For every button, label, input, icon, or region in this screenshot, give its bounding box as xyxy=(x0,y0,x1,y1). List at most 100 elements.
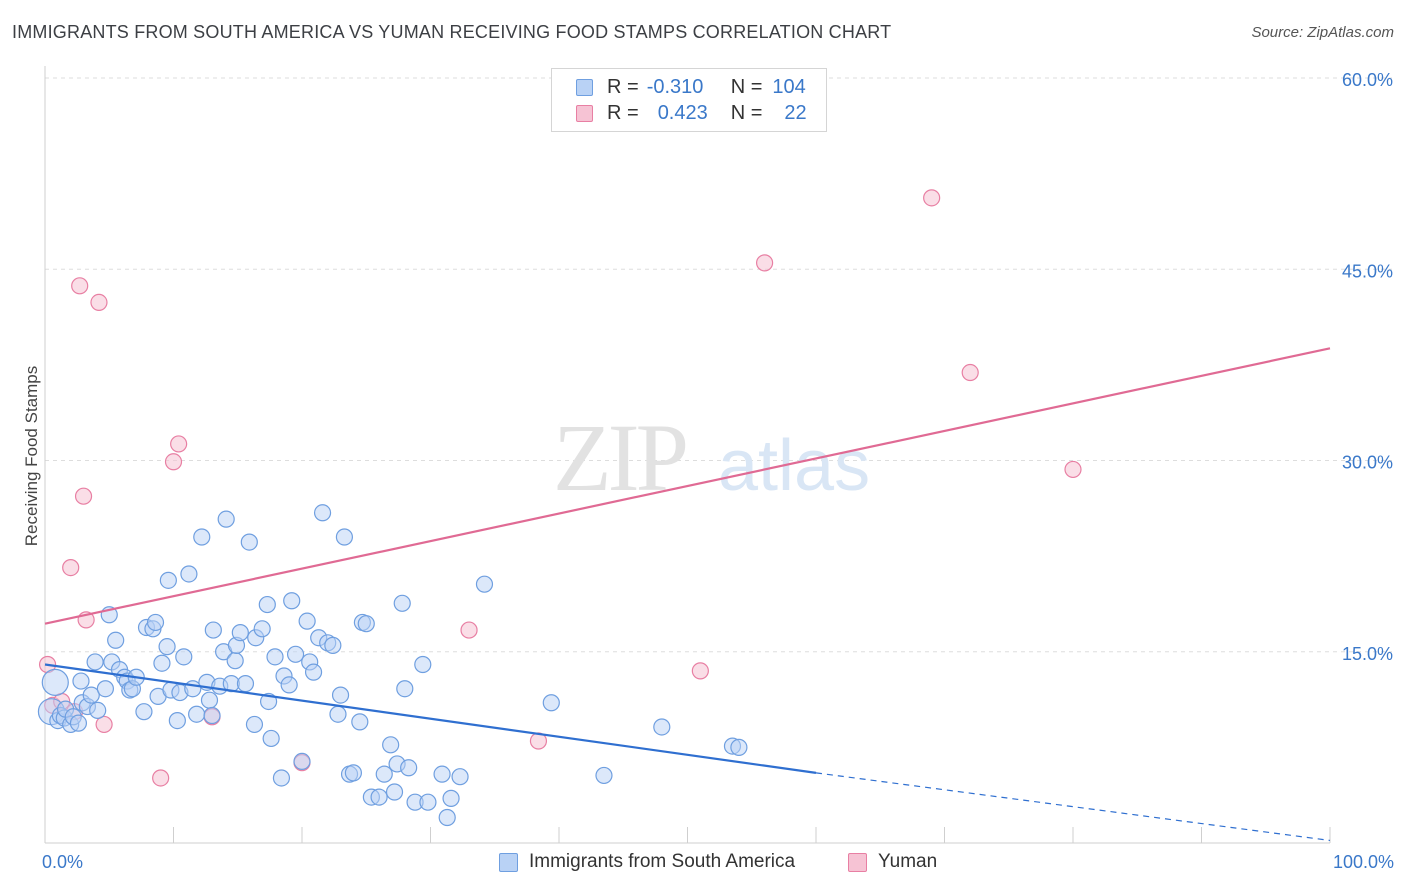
trend-line-south-america-extension xyxy=(815,772,1331,842)
data-point-yuman xyxy=(755,254,774,272)
data-point-south-america xyxy=(159,571,177,589)
data-point-south-america xyxy=(324,636,342,654)
south-america-points xyxy=(37,504,748,827)
data-point-yuman xyxy=(961,363,979,382)
data-point-south-america xyxy=(253,620,271,638)
data-point-south-america xyxy=(82,686,100,704)
data-point-south-america xyxy=(419,793,437,811)
data-point-south-america xyxy=(329,705,347,723)
legend-swatch-pink xyxy=(576,104,593,122)
data-point-south-america xyxy=(266,648,284,666)
series-legend-south-america: Immigrants from South America xyxy=(499,851,795,873)
trend-lines xyxy=(44,347,1331,842)
series-legend-label: Yuman xyxy=(878,851,938,872)
y-tick-label: 15.0% xyxy=(1342,644,1393,664)
data-point-south-america xyxy=(331,686,350,704)
series-swatch-blue xyxy=(499,852,518,872)
data-point-yuman xyxy=(170,435,188,453)
data-point-yuman xyxy=(74,487,93,505)
data-point-south-america xyxy=(89,701,107,720)
chart-title: IMMIGRANTS FROM SOUTH AMERICA VS YUMAN R… xyxy=(12,22,892,42)
data-point-south-america xyxy=(293,752,311,771)
data-point-yuman xyxy=(923,189,941,207)
data-point-south-america xyxy=(357,615,375,633)
data-point-yuman xyxy=(62,558,80,577)
data-point-yuman xyxy=(1064,460,1082,479)
data-point-yuman xyxy=(691,662,709,680)
series-legend: Immigrants from South America Yuman xyxy=(0,851,1406,877)
data-point-south-america xyxy=(158,638,176,656)
data-point-south-america xyxy=(146,613,165,632)
legend-r-value: 0.423 xyxy=(657,101,708,124)
data-point-south-america xyxy=(226,652,244,670)
data-point-south-america xyxy=(433,765,451,783)
data-point-south-america xyxy=(344,764,362,782)
legend-r-label: R = xyxy=(607,101,639,124)
legend-row-south-america: R = -0.310 N = 104 xyxy=(576,74,806,100)
data-point-south-america xyxy=(385,783,404,801)
data-point-south-america xyxy=(41,668,69,696)
data-point-south-america xyxy=(72,672,90,690)
data-point-yuman xyxy=(152,769,170,787)
legend-r-value: -0.310 xyxy=(646,75,704,98)
data-point-south-america xyxy=(442,789,460,807)
data-point-south-america xyxy=(272,769,291,787)
series-legend-label: Immigrants from South America xyxy=(529,851,796,872)
data-point-south-america xyxy=(245,715,264,734)
data-point-south-america xyxy=(188,705,206,723)
data-point-south-america xyxy=(313,504,332,522)
grid-lines xyxy=(45,77,1392,653)
legend-swatch-blue xyxy=(576,78,593,96)
data-point-south-america xyxy=(335,528,354,546)
data-point-south-america xyxy=(135,703,153,721)
legend-n-value: 22 xyxy=(784,101,807,124)
data-point-south-america xyxy=(475,575,494,593)
data-point-south-america xyxy=(193,528,211,546)
watermark: ZIP atlas xyxy=(553,404,870,511)
series-legend-yuman: Yuman xyxy=(848,851,937,873)
correlation-legend: R = -0.310 N = 104 R = 0.423 N = 22 xyxy=(551,68,827,132)
data-point-yuman xyxy=(71,277,89,295)
x-tick-label-min: 0.0% xyxy=(42,852,84,872)
data-point-south-america xyxy=(304,663,323,681)
data-point-south-america xyxy=(258,595,276,614)
data-point-south-america xyxy=(595,766,613,785)
y-tick-label: 45.0% xyxy=(1342,261,1393,281)
data-point-south-america xyxy=(393,594,411,612)
legend-row-yuman: R = 0.423 N = 22 xyxy=(576,100,807,126)
x-tick-label-max: 100.0% xyxy=(1332,852,1394,872)
y-tick-labels: 15.0% 30.0% 45.0% 60.0% xyxy=(1342,70,1393,664)
data-point-south-america xyxy=(382,736,400,754)
legend-n-label: N = xyxy=(730,75,763,98)
data-point-yuman xyxy=(90,293,108,311)
data-point-south-america xyxy=(283,592,301,610)
data-point-south-america xyxy=(168,711,186,730)
data-point-south-america xyxy=(200,691,219,709)
data-point-south-america xyxy=(262,729,280,748)
data-point-south-america xyxy=(180,565,198,583)
data-point-south-america xyxy=(153,654,171,672)
data-point-south-america xyxy=(217,510,235,528)
data-point-south-america xyxy=(438,808,456,827)
data-point-south-america xyxy=(236,675,255,693)
legend-r-label: R = xyxy=(607,75,639,98)
data-point-south-america xyxy=(370,788,388,806)
data-point-south-america xyxy=(86,653,104,671)
trend-line-south-america xyxy=(44,663,817,774)
data-point-south-america xyxy=(96,680,114,698)
watermark-atlas: atlas xyxy=(718,426,870,506)
data-point-south-america xyxy=(351,713,369,731)
data-point-south-america xyxy=(280,676,298,694)
y-tick-label: 30.0% xyxy=(1342,453,1393,473)
data-point-yuman xyxy=(460,621,478,639)
source-label: Source: ZipAtlas.com xyxy=(1251,24,1394,41)
data-point-south-america xyxy=(107,631,125,649)
data-point-south-america xyxy=(542,694,560,712)
data-point-south-america xyxy=(451,768,469,786)
data-point-south-america xyxy=(298,612,316,630)
data-point-south-america xyxy=(400,759,418,777)
trend-line-yuman xyxy=(44,347,1331,625)
data-point-south-america xyxy=(204,621,222,639)
data-point-yuman xyxy=(164,453,183,471)
